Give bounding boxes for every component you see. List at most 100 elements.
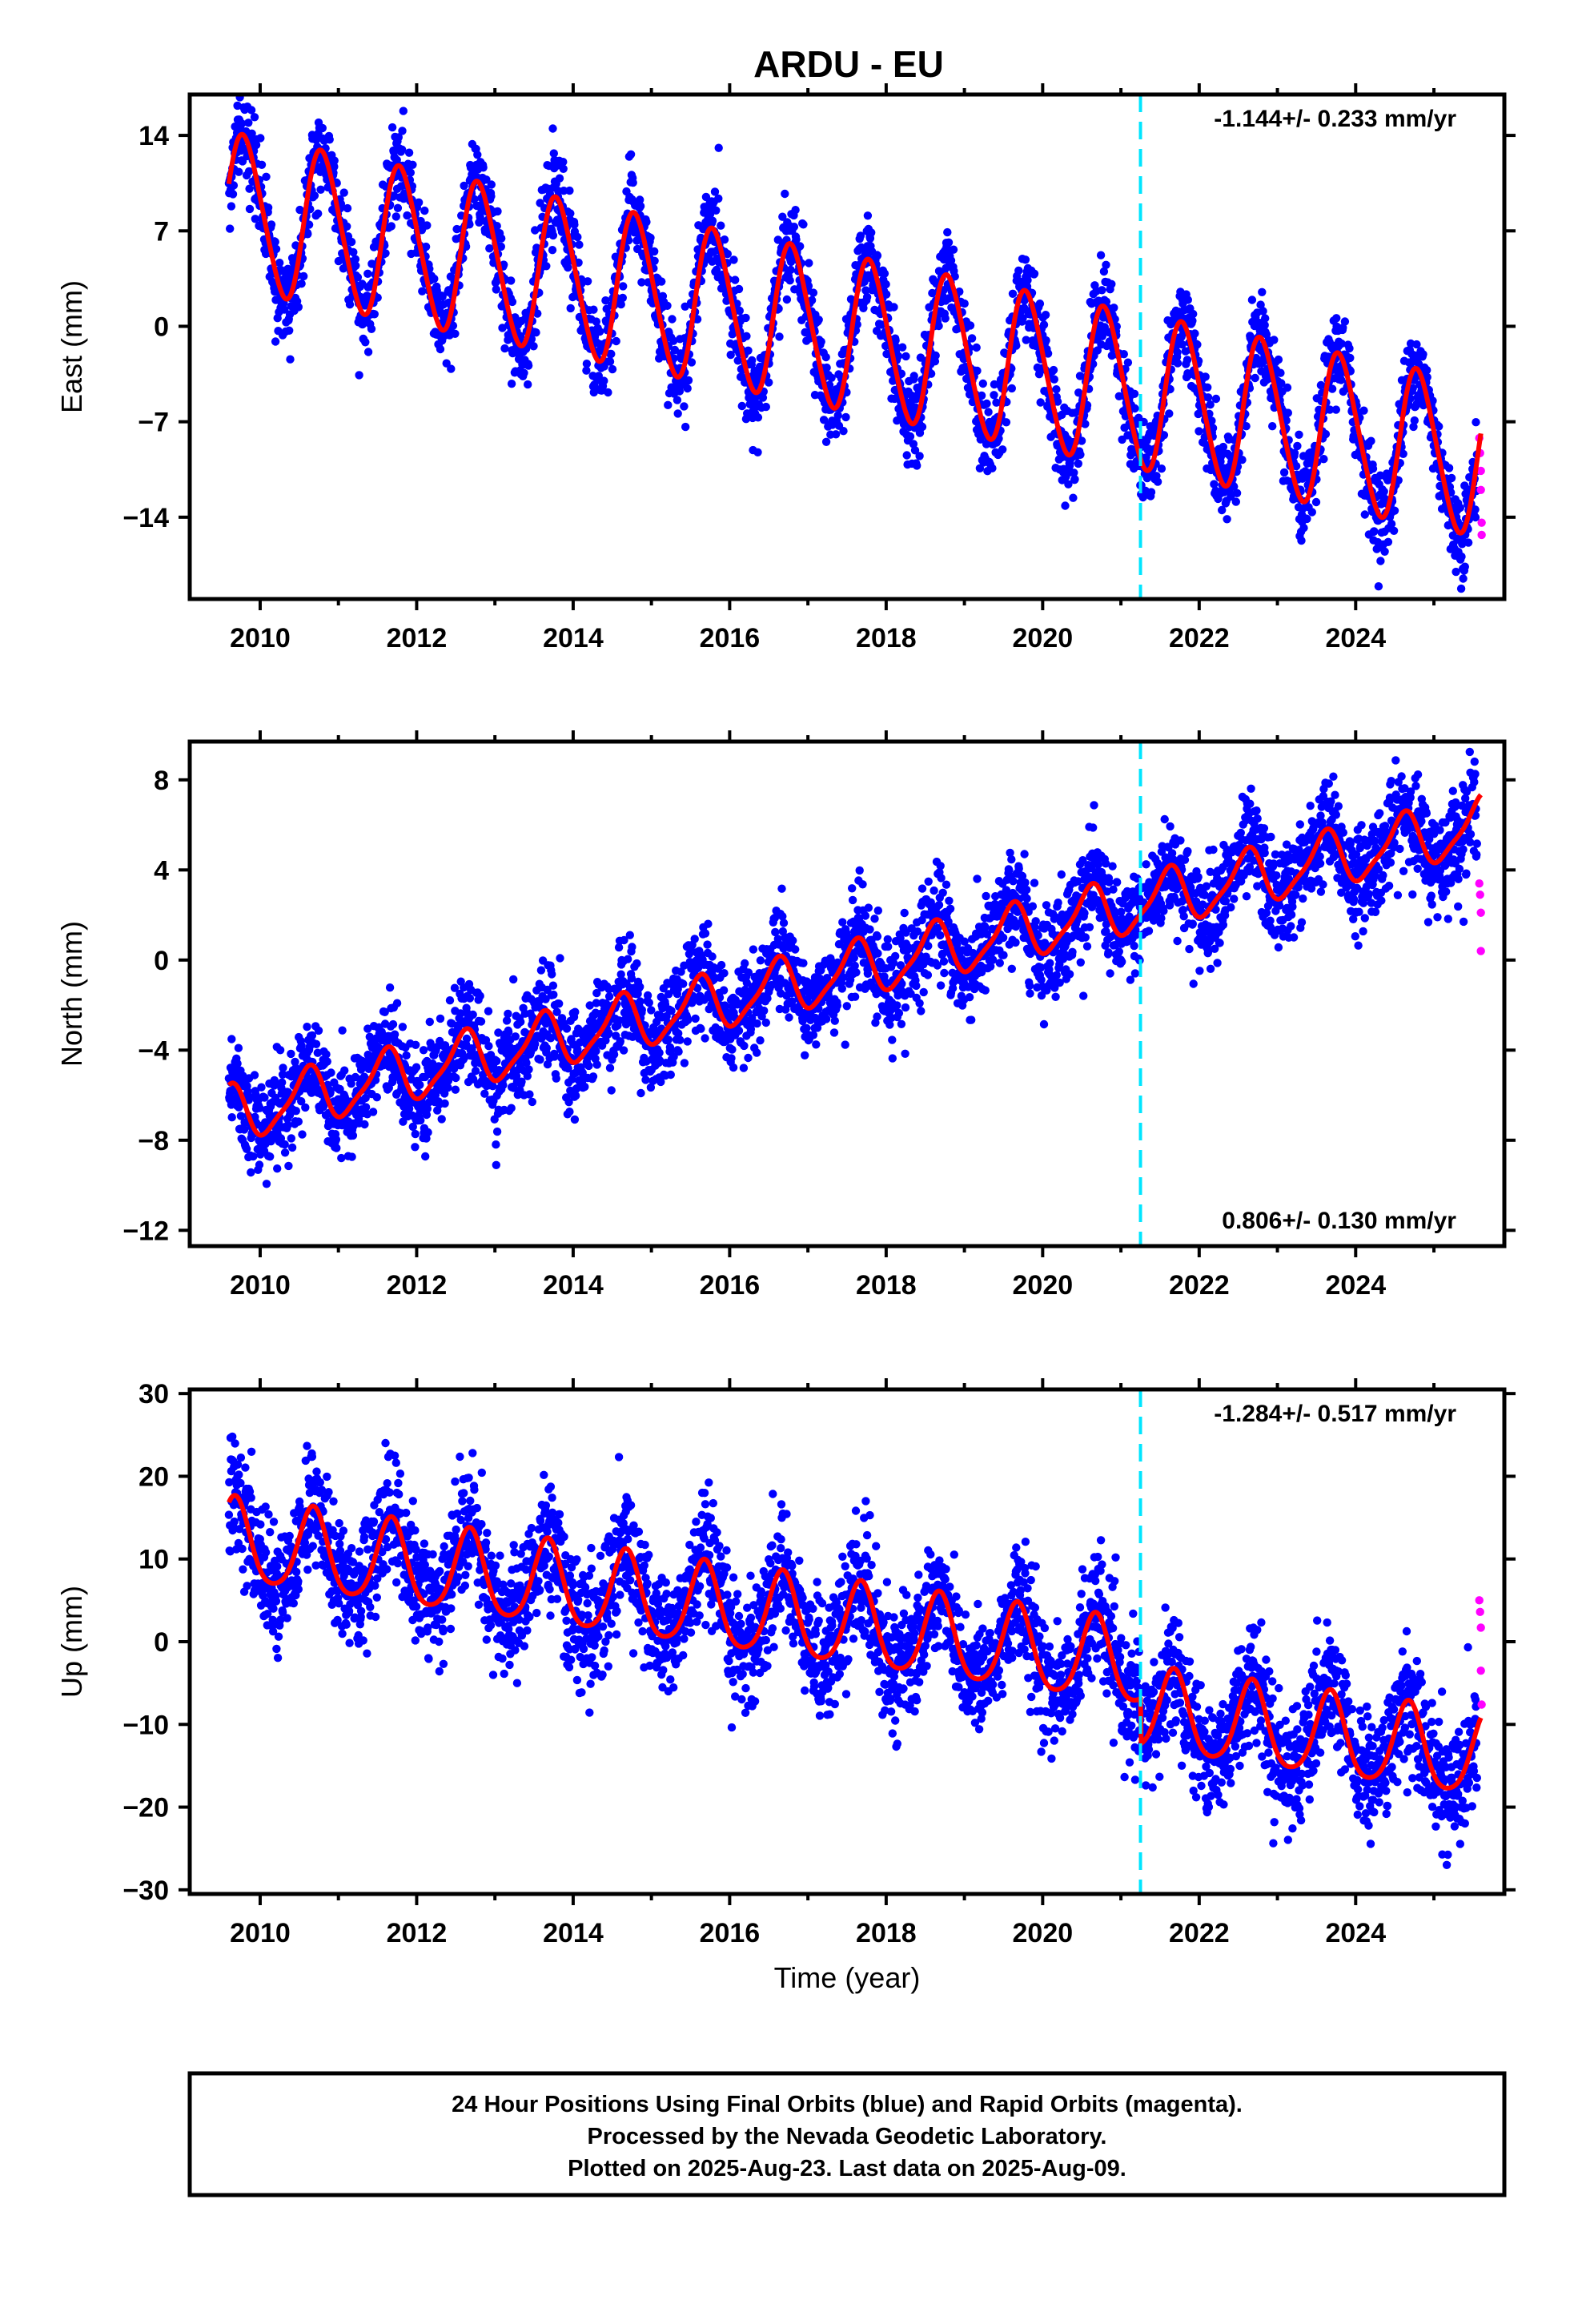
final-point (227, 1113, 236, 1122)
final-point (262, 1180, 271, 1188)
final-point (492, 222, 501, 231)
final-point (588, 1072, 598, 1081)
final-point (261, 249, 271, 259)
final-point (575, 240, 584, 249)
final-point (532, 328, 540, 337)
final-point (693, 315, 702, 324)
final-point (447, 364, 456, 373)
final-point (901, 352, 910, 361)
final-point (564, 263, 572, 272)
x-tick-label: 2024 (1325, 623, 1386, 653)
final-point (404, 148, 414, 157)
final-point (228, 190, 238, 199)
final-point (573, 232, 582, 242)
final-point (873, 251, 882, 260)
final-point (1459, 574, 1468, 583)
final-point (355, 371, 363, 380)
final-point (1376, 557, 1385, 565)
final-point (349, 247, 358, 257)
final-point (1332, 314, 1341, 323)
final-point (604, 992, 614, 1001)
final-point (442, 359, 451, 368)
final-point (571, 1007, 580, 1016)
final-point (646, 233, 655, 243)
final-point (340, 1066, 349, 1075)
final-point (782, 295, 792, 304)
final-point (310, 191, 319, 200)
final-point (504, 1027, 513, 1036)
final-point (1283, 408, 1293, 417)
final-point (280, 1140, 289, 1149)
final-point (267, 220, 276, 229)
final-point (723, 249, 732, 259)
final-point (720, 235, 729, 244)
y-tick-label: 14 (139, 121, 169, 151)
final-point (448, 321, 458, 330)
final-point (391, 212, 400, 221)
final-point (775, 332, 784, 341)
final-point (791, 206, 800, 215)
final-point (949, 245, 958, 254)
final-point (1370, 527, 1379, 536)
final-point (1007, 384, 1017, 393)
final-point (708, 216, 717, 225)
final-point (582, 366, 591, 375)
final-point (827, 373, 836, 382)
final-point (339, 188, 348, 197)
final-point (414, 198, 424, 207)
final-point (582, 360, 592, 368)
final-point (279, 1063, 287, 1072)
final-point (1247, 296, 1257, 304)
final-point (1368, 464, 1378, 473)
final-point (548, 246, 557, 255)
final-point (492, 1127, 502, 1136)
final-point (255, 1160, 264, 1169)
final-point (245, 204, 255, 214)
final-point (805, 259, 813, 267)
final-point (1331, 405, 1341, 414)
final-point (1232, 489, 1242, 497)
final-point (583, 277, 592, 286)
final-point (1279, 468, 1289, 477)
final-point (345, 300, 355, 309)
final-point (398, 1023, 408, 1031)
final-point (411, 1129, 420, 1139)
final-point (565, 1108, 574, 1116)
final-point (331, 1135, 341, 1144)
final-point (565, 186, 574, 195)
final-point (314, 1026, 323, 1035)
final-point (548, 124, 557, 133)
final-point (683, 384, 692, 393)
final-point (500, 344, 509, 353)
final-point (1435, 422, 1443, 431)
final-point (668, 315, 677, 324)
final-point (880, 269, 889, 278)
final-point (524, 1065, 533, 1074)
final-point (398, 127, 407, 135)
final-point (898, 343, 907, 352)
final-point (363, 269, 372, 278)
final-point (626, 150, 636, 159)
final-point (262, 172, 271, 181)
north-final-points (224, 747, 1482, 1188)
final-point (249, 1152, 258, 1161)
final-point (664, 400, 673, 409)
final-point (1173, 348, 1182, 357)
final-point (548, 231, 558, 240)
final-point (275, 259, 284, 267)
final-point (1472, 418, 1480, 427)
final-point (271, 237, 279, 247)
final-point (636, 997, 644, 1006)
y-tick-label: 0 (154, 312, 169, 342)
final-point (1307, 508, 1317, 517)
final-point (511, 313, 520, 322)
final-point (436, 344, 445, 354)
final-point (1098, 286, 1106, 295)
final-point (1049, 365, 1058, 375)
final-point (675, 387, 685, 396)
final-point (673, 409, 682, 418)
final-point (421, 1152, 430, 1161)
final-point (524, 380, 532, 389)
final-point (1074, 459, 1083, 468)
